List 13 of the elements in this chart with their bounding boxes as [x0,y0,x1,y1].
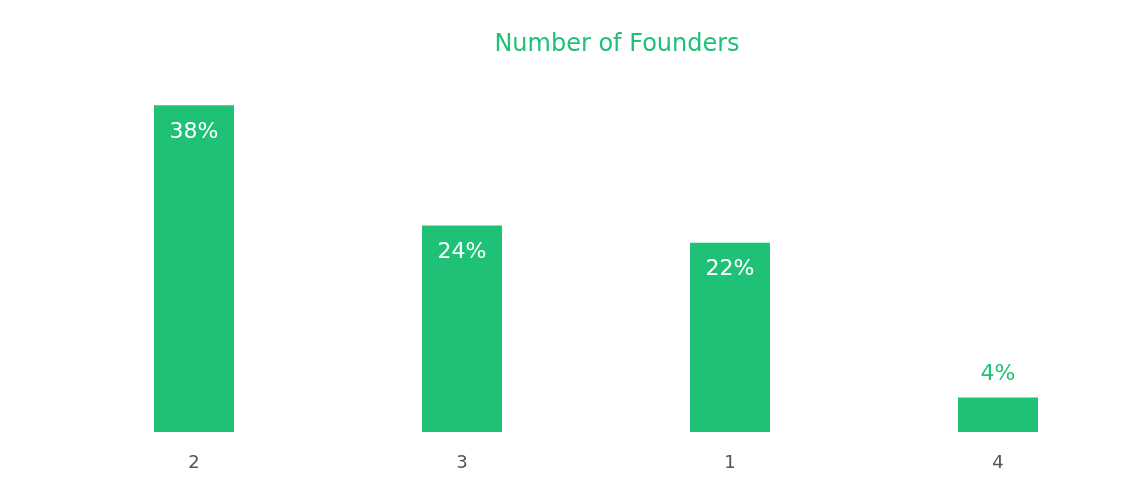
x-tick-label: 2 [188,450,200,472]
data-label: 38% [169,117,219,143]
bar [690,242,770,432]
bar [958,397,1038,432]
data-label: 22% [705,255,755,281]
x-tick-label: 1 [724,450,736,472]
x-tick-label: 4 [992,450,1004,472]
bar [154,105,234,432]
data-label: 24% [437,238,487,264]
x-tick-label: 3 [456,450,468,472]
chart-title: Number of Founders [494,29,740,57]
data-label: 4% [980,360,1016,386]
bar [422,225,502,432]
